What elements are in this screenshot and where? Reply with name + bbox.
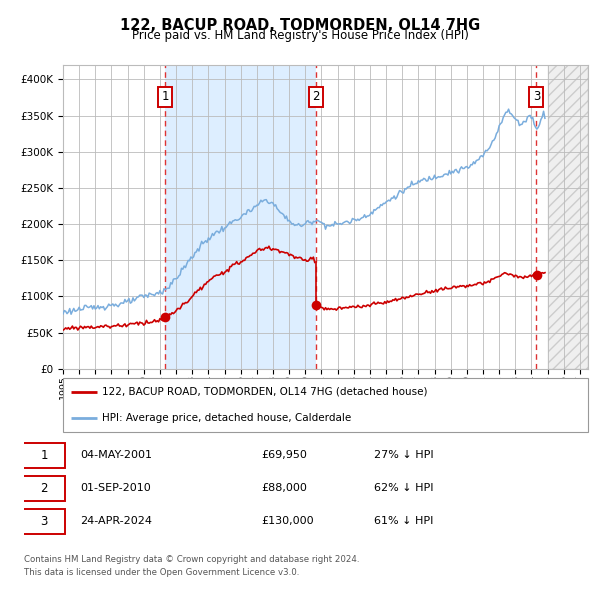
Text: 62% ↓ HPI: 62% ↓ HPI [374,483,433,493]
Bar [166,65,316,369]
Text: 3: 3 [533,90,540,103]
Text: £69,950: £69,950 [261,450,307,460]
Text: £88,000: £88,000 [261,483,307,493]
Text: 04-MAY-2001: 04-MAY-2001 [80,450,152,460]
Text: Contains HM Land Registry data © Crown copyright and database right 2024.: Contains HM Land Registry data © Crown c… [24,555,359,563]
Text: 24-APR-2024: 24-APR-2024 [80,516,152,526]
Text: 122, BACUP ROAD, TODMORDEN, OL14 7HG: 122, BACUP ROAD, TODMORDEN, OL14 7HG [120,18,480,32]
Text: This data is licensed under the Open Government Licence v3.0.: This data is licensed under the Open Gov… [24,568,299,576]
Text: 61% ↓ HPI: 61% ↓ HPI [374,516,433,526]
FancyBboxPatch shape [63,378,588,432]
FancyBboxPatch shape [23,509,65,533]
Text: 1: 1 [161,90,169,103]
FancyBboxPatch shape [23,442,65,467]
Text: 2: 2 [313,90,320,103]
Text: 122, BACUP ROAD, TODMORDEN, OL14 7HG (detached house): 122, BACUP ROAD, TODMORDEN, OL14 7HG (de… [103,386,428,396]
Bar [548,65,588,369]
Text: 27% ↓ HPI: 27% ↓ HPI [374,450,433,460]
Text: 1: 1 [40,448,48,462]
Text: HPI: Average price, detached house, Calderdale: HPI: Average price, detached house, Cald… [103,413,352,423]
Text: £130,000: £130,000 [261,516,314,526]
Text: Price paid vs. HM Land Registry's House Price Index (HPI): Price paid vs. HM Land Registry's House … [131,30,469,42]
FancyBboxPatch shape [23,476,65,500]
Text: 3: 3 [40,514,48,528]
Text: 2: 2 [40,481,48,495]
Text: 01-SEP-2010: 01-SEP-2010 [80,483,151,493]
